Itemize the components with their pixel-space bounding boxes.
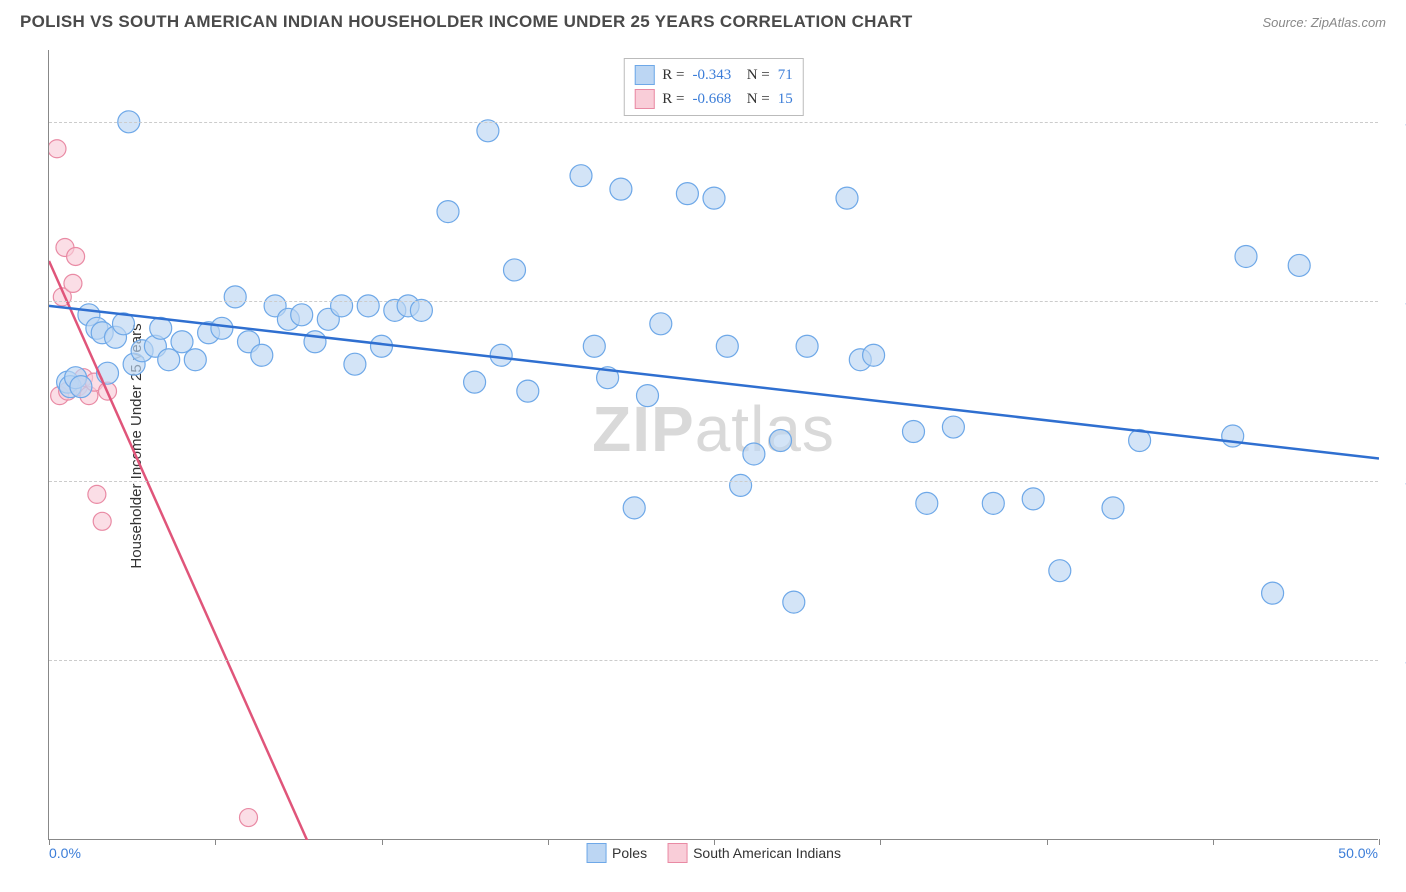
stats-row-2: R = -0.668 N = 15 xyxy=(634,87,793,111)
legend-swatch-2 xyxy=(667,843,687,863)
x-tick xyxy=(1047,839,1048,845)
x-tick xyxy=(382,839,383,845)
stats-row-1: R = -0.343 N = 71 xyxy=(634,63,793,87)
legend-item-2: South American Indians xyxy=(667,843,841,863)
chart-source: Source: ZipAtlas.com xyxy=(1262,15,1386,30)
x-tick xyxy=(1213,839,1214,845)
stats-swatch-2 xyxy=(634,89,654,109)
stat-r-1: -0.343 xyxy=(692,67,731,84)
legend-label-1: Poles xyxy=(612,845,647,861)
stat-n-2: 15 xyxy=(778,91,793,108)
stats-swatch-1 xyxy=(634,65,654,85)
legend: Poles South American Indians xyxy=(586,843,841,863)
gridline-h xyxy=(49,122,1378,123)
x-tick xyxy=(49,839,50,845)
stat-r-2: -0.668 xyxy=(692,91,731,108)
x-tick xyxy=(1379,839,1380,845)
x-tick xyxy=(548,839,549,845)
legend-swatch-1 xyxy=(586,843,606,863)
gridline-h xyxy=(49,481,1378,482)
gridline-h xyxy=(49,301,1378,302)
x-tick xyxy=(714,839,715,845)
scatter-plot-svg xyxy=(49,50,1378,839)
x-tick xyxy=(215,839,216,845)
legend-item-1: Poles xyxy=(586,843,647,863)
x-axis-max-label: 50.0% xyxy=(1338,845,1378,861)
x-tick xyxy=(880,839,881,845)
stats-box: R = -0.343 N = 71 R = -0.668 N = 15 xyxy=(623,58,804,116)
chart-title: POLISH VS SOUTH AMERICAN INDIAN HOUSEHOL… xyxy=(20,12,913,32)
stat-n-1: 71 xyxy=(778,67,793,84)
gridline-h xyxy=(49,660,1378,661)
x-axis-min-label: 0.0% xyxy=(49,845,81,861)
chart-area: ZIPatlas R = -0.343 N = 71 R = -0.668 N … xyxy=(48,50,1378,840)
legend-label-2: South American Indians xyxy=(693,845,841,861)
